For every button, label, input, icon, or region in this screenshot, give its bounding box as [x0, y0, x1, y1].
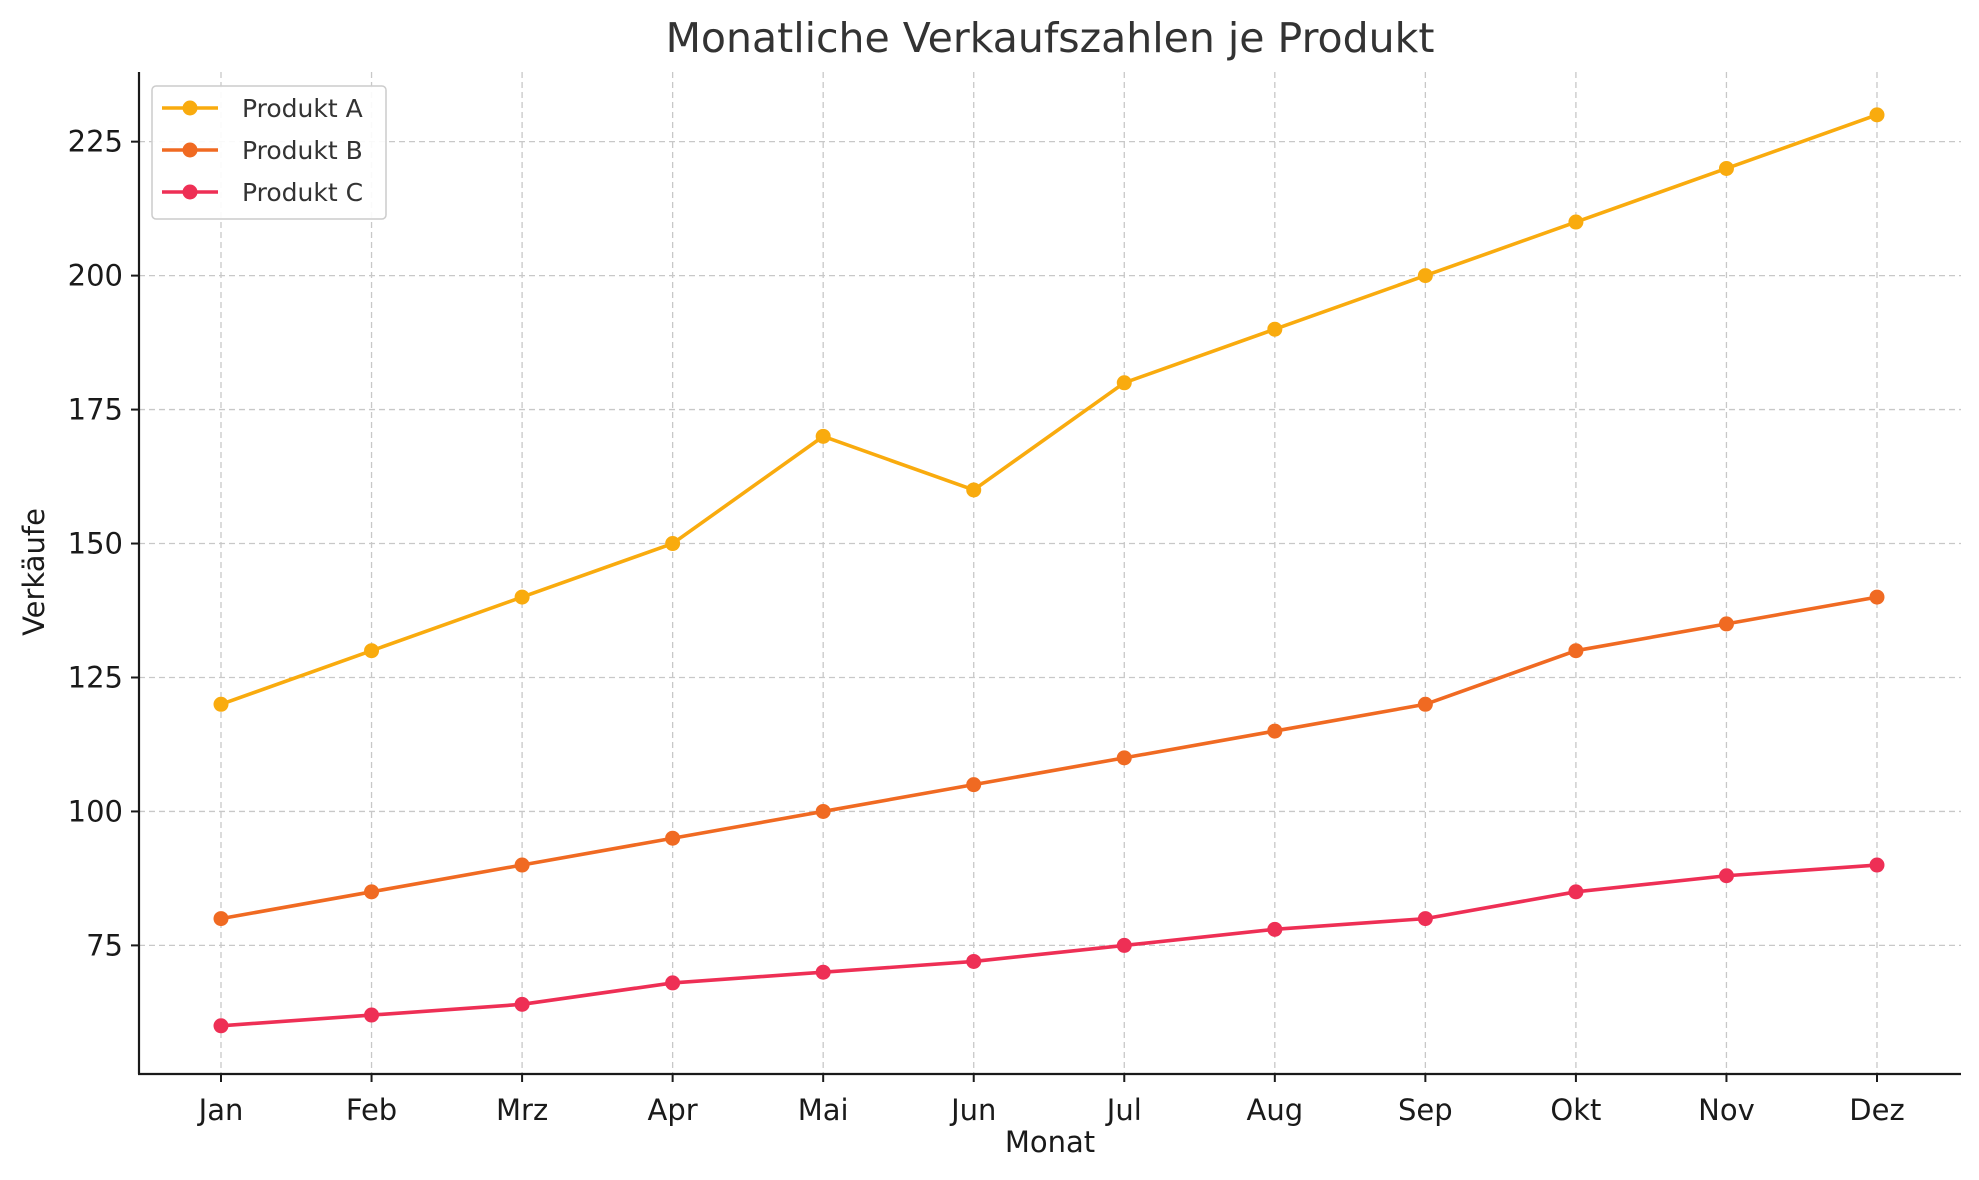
legend-box — [151, 85, 387, 220]
data-point — [514, 589, 530, 605]
legend-item: Produkt A — [162, 94, 363, 123]
data-point — [1116, 750, 1132, 766]
x-tick-label: Apr — [648, 1093, 698, 1127]
y-tick-label: 200 — [68, 259, 123, 293]
series-3 — [213, 857, 1885, 1034]
series-line — [220, 113, 1878, 706]
series-1 — [213, 107, 1885, 712]
data-point — [966, 953, 982, 969]
data-point — [364, 643, 380, 659]
x-axis-label: Monat — [1005, 1125, 1095, 1159]
data-point — [665, 536, 681, 552]
x-tick-label: Jul — [1105, 1093, 1142, 1127]
data-point — [815, 803, 831, 819]
y-tick-label: 75 — [86, 928, 123, 962]
data-point — [514, 996, 530, 1012]
data-point — [1267, 321, 1283, 337]
data-point — [1568, 214, 1584, 230]
y-tick-label: 225 — [68, 125, 123, 159]
grid — [139, 72, 1961, 1074]
data-point — [1116, 937, 1132, 953]
x-tick-label: Aug — [1246, 1093, 1303, 1127]
data-point — [1869, 589, 1885, 605]
data-point — [1267, 921, 1283, 937]
x-tick-label: Dez — [1849, 1093, 1904, 1127]
data-point — [815, 964, 831, 980]
series — [213, 107, 1885, 1034]
legend-item: Produkt C — [162, 178, 363, 207]
data-point — [1869, 107, 1885, 123]
y-tick-label: 150 — [68, 527, 123, 561]
data-point — [364, 1007, 380, 1023]
data-point — [1718, 160, 1734, 176]
data-point — [1568, 884, 1584, 900]
series-2 — [213, 589, 1885, 927]
series-line — [220, 595, 1878, 921]
data-point — [1417, 911, 1433, 927]
x-tick-label: Okt — [1550, 1093, 1601, 1127]
data-point — [213, 696, 229, 712]
x-tick-label: Mrz — [496, 1093, 548, 1127]
x-tick-label: Jun — [949, 1093, 996, 1127]
y-tick-label: 100 — [68, 794, 123, 828]
data-point — [815, 428, 831, 444]
data-point — [1568, 643, 1584, 659]
data-point — [1869, 857, 1885, 873]
data-point — [966, 482, 982, 498]
data-point — [1417, 696, 1433, 712]
legend-label: Produkt B — [242, 136, 363, 165]
x-axis-ticks: Jan Feb Mrz Apr Mai Jun Jul Aug Sep Okt Nov Dez — [197, 1074, 1905, 1127]
data-point — [966, 777, 982, 793]
y-tick-label: 175 — [68, 393, 123, 427]
data-point — [1417, 268, 1433, 284]
data-point — [213, 911, 229, 927]
x-tick-label: Sep — [1398, 1093, 1453, 1127]
y-axis-ticks: 75 100 125 150 175 200 225 — [68, 125, 139, 962]
data-point — [1116, 375, 1132, 391]
legend-item: Produkt B — [162, 136, 363, 165]
data-point — [1718, 868, 1734, 884]
data-point — [665, 830, 681, 846]
legend-swatch-marker — [182, 184, 198, 200]
x-tick-label: Mai — [798, 1093, 849, 1127]
x-tick-label: Feb — [346, 1093, 397, 1127]
data-point — [665, 975, 681, 991]
series-line — [220, 863, 1878, 1028]
y-tick-label: 125 — [68, 660, 123, 694]
legend-label: Produkt A — [242, 94, 363, 123]
y-axis-label: Verkäufe — [17, 508, 51, 636]
data-point — [213, 1018, 229, 1034]
legend-swatch-marker — [182, 142, 198, 158]
legend: Produkt A Produkt B Produkt C — [151, 85, 387, 220]
x-tick-label: Jan — [197, 1093, 244, 1127]
data-point — [514, 857, 530, 873]
legend-swatch-marker — [182, 100, 198, 116]
chart-title: Monatliche Verkaufszahlen je Produkt — [666, 14, 1435, 62]
legend-label: Produkt C — [242, 178, 363, 207]
axes — [137, 72, 1961, 1076]
data-point — [1267, 723, 1283, 739]
data-point — [364, 884, 380, 900]
data-point — [1718, 616, 1734, 632]
x-tick-label: Nov — [1698, 1093, 1755, 1127]
